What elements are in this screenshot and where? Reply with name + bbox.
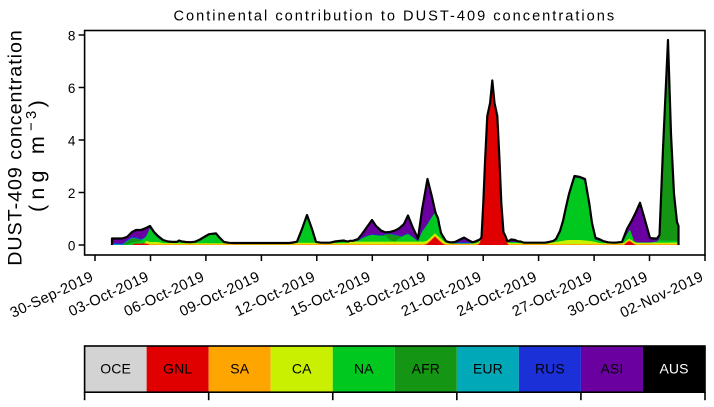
svg-text:OCE: OCE xyxy=(100,361,131,377)
svg-text:ASI: ASI xyxy=(600,361,623,377)
svg-text:6: 6 xyxy=(68,81,76,96)
svg-text:8: 8 xyxy=(68,28,76,43)
svg-text:0: 0 xyxy=(68,238,76,253)
svg-text:GNL: GNL xyxy=(163,361,192,377)
svg-text:4: 4 xyxy=(68,133,76,148)
svg-text:AFR: AFR xyxy=(412,361,440,377)
svg-text:Continental contribution to DU: Continental contribution to DUST-409 con… xyxy=(173,9,616,25)
svg-text:CA: CA xyxy=(292,361,312,377)
svg-text:(ng m−3): (ng m−3) xyxy=(24,95,49,212)
svg-text:2: 2 xyxy=(68,186,76,201)
svg-text:NA: NA xyxy=(354,361,374,377)
svg-text:AUS: AUS xyxy=(659,361,688,377)
svg-text:SA: SA xyxy=(230,361,249,377)
svg-text:RUS: RUS xyxy=(535,361,565,377)
svg-text:EUR: EUR xyxy=(473,361,503,377)
svg-text:DUST-409 concentration: DUST-409 concentration xyxy=(5,29,27,265)
